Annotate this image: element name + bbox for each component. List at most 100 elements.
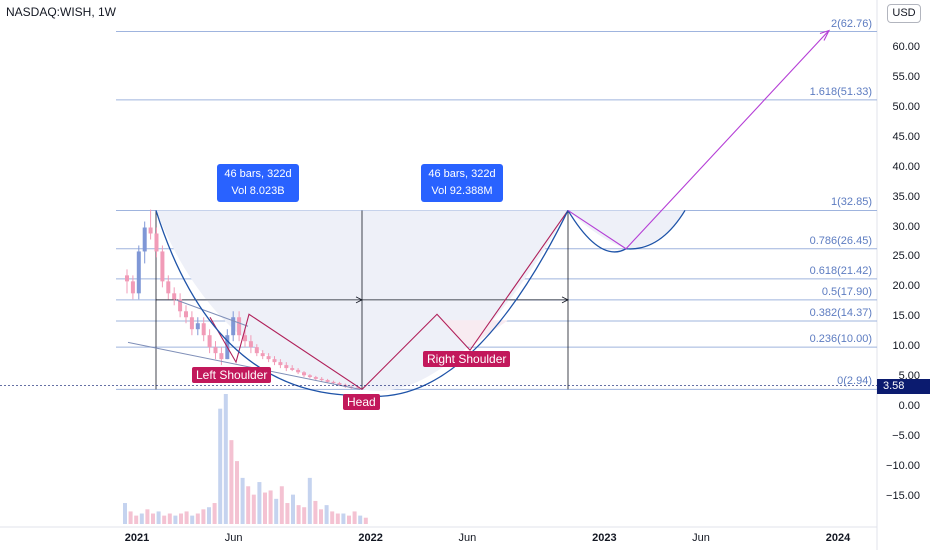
volume-bar (151, 513, 155, 524)
volume-bar (145, 509, 150, 524)
volume-bar (347, 515, 351, 524)
y-tick-label: 0.00 (898, 400, 920, 412)
fib-level-label: 0(2.94) (837, 375, 872, 388)
x-tick-label: 2024 (825, 532, 851, 544)
range-info-right-vol: Vol 92.388M (431, 185, 493, 197)
fib-level-label: 1(32.85) (831, 196, 872, 209)
candle-body (296, 369, 301, 373)
volume-bar (173, 515, 178, 524)
volume-bar (229, 440, 234, 524)
volume-bar (268, 490, 273, 524)
right-shoulder-label: Right Shoulder (423, 351, 511, 367)
x-tick-label: Jun (458, 532, 477, 544)
volume-bar (251, 494, 256, 524)
candle-body (166, 281, 171, 294)
volume-bar (335, 513, 340, 524)
x-tick-label: 2021 (124, 532, 150, 544)
volume-bar (190, 515, 195, 524)
volume-bar (313, 500, 318, 524)
range-arrowhead-right (561, 296, 569, 304)
volume-bar (352, 511, 357, 524)
candle-body (248, 341, 253, 348)
range-info-left-vol: Vol 8.023B (231, 185, 285, 197)
trendline-upper (175, 299, 249, 327)
volume-bar (207, 507, 211, 524)
candle-body (307, 375, 312, 378)
candle-body (125, 275, 129, 282)
fib-level-label: 0.786(26.45) (809, 234, 872, 247)
volume-bar (184, 511, 189, 524)
candle-body (207, 335, 212, 348)
volume-bar (358, 515, 363, 524)
volume-bar (285, 503, 290, 524)
candle-body (254, 347, 259, 354)
candle-body (313, 377, 318, 379)
candle-body (331, 381, 336, 384)
range-info-right-bars: 46 bars, 322d (428, 168, 496, 180)
candle-body (184, 311, 188, 318)
volume-bar (279, 486, 284, 524)
y-tick-label: 60.00 (892, 41, 920, 54)
x-tick-label: 2022 (358, 532, 383, 544)
fib-level-label: 1.618(51.33) (809, 85, 872, 98)
volume-bar (128, 511, 133, 524)
y-tick-label: 50.00 (892, 100, 920, 113)
candle-body (243, 335, 247, 342)
volume-bar (235, 461, 239, 524)
fib-level-label: 0.5(17.90) (821, 285, 872, 298)
volume-bar (123, 503, 127, 524)
volume-bar (179, 513, 183, 524)
volume-bar (223, 394, 228, 524)
candle-body (130, 281, 135, 294)
x-tick-label: 2023 (592, 532, 617, 544)
y-tick-label: −15.00 (886, 489, 920, 502)
range-info-right: 46 bars, 322d Vol 92.388M (421, 164, 503, 202)
volume-bar (167, 513, 172, 524)
candle-body (302, 372, 306, 376)
left-shoulder-line (209, 313, 363, 390)
candle-body (136, 251, 141, 294)
symbol-title: NASDAQ:WISH, 1W (6, 5, 117, 19)
candle-body (319, 378, 324, 381)
volume-bar (363, 517, 368, 524)
left-shoulder-label: Left Shoulder (192, 367, 272, 383)
candle-body (325, 380, 330, 382)
currency-button[interactable]: USD (887, 4, 921, 23)
y-tick-label: 30.00 (892, 220, 920, 233)
volume-bar (274, 498, 279, 524)
volume-bar (212, 503, 217, 524)
candle-body (260, 353, 265, 357)
candle-body (178, 299, 183, 312)
volume-bar (156, 511, 161, 524)
volume-bar (218, 408, 223, 524)
candle-body (189, 317, 194, 330)
candle-body (172, 293, 177, 300)
volume-bar (257, 482, 262, 524)
trendline-lower (127, 341, 361, 390)
y-tick-label: 15.00 (892, 310, 920, 323)
y-tick-label: 40.00 (892, 160, 920, 173)
volume-bar (291, 494, 295, 524)
y-tick-label: 55.00 (892, 70, 920, 83)
volume-bar (296, 505, 301, 524)
candle-body (231, 317, 236, 336)
candle-body (284, 365, 289, 369)
fib-level-label: 0.382(14.37) (809, 307, 872, 320)
fib-level-label: 2(62.76) (831, 17, 872, 30)
head-label: Head (343, 394, 380, 410)
candle-body (278, 362, 283, 366)
y-tick-label: −5.00 (892, 429, 920, 442)
candle-body (160, 251, 165, 282)
candle-body (148, 227, 153, 234)
candle-body (195, 323, 200, 330)
volume-bar (201, 509, 206, 524)
candle-body (219, 353, 224, 360)
volume-bar (195, 513, 200, 524)
last-price-badge: 3.58 (877, 379, 930, 394)
volume-bar (341, 513, 346, 524)
fib-level-label: 0.236(10.00) (809, 333, 872, 346)
y-tick-label: 35.00 (892, 190, 920, 203)
volume-bar (324, 505, 329, 524)
x-tick-label: Jun (224, 532, 243, 544)
